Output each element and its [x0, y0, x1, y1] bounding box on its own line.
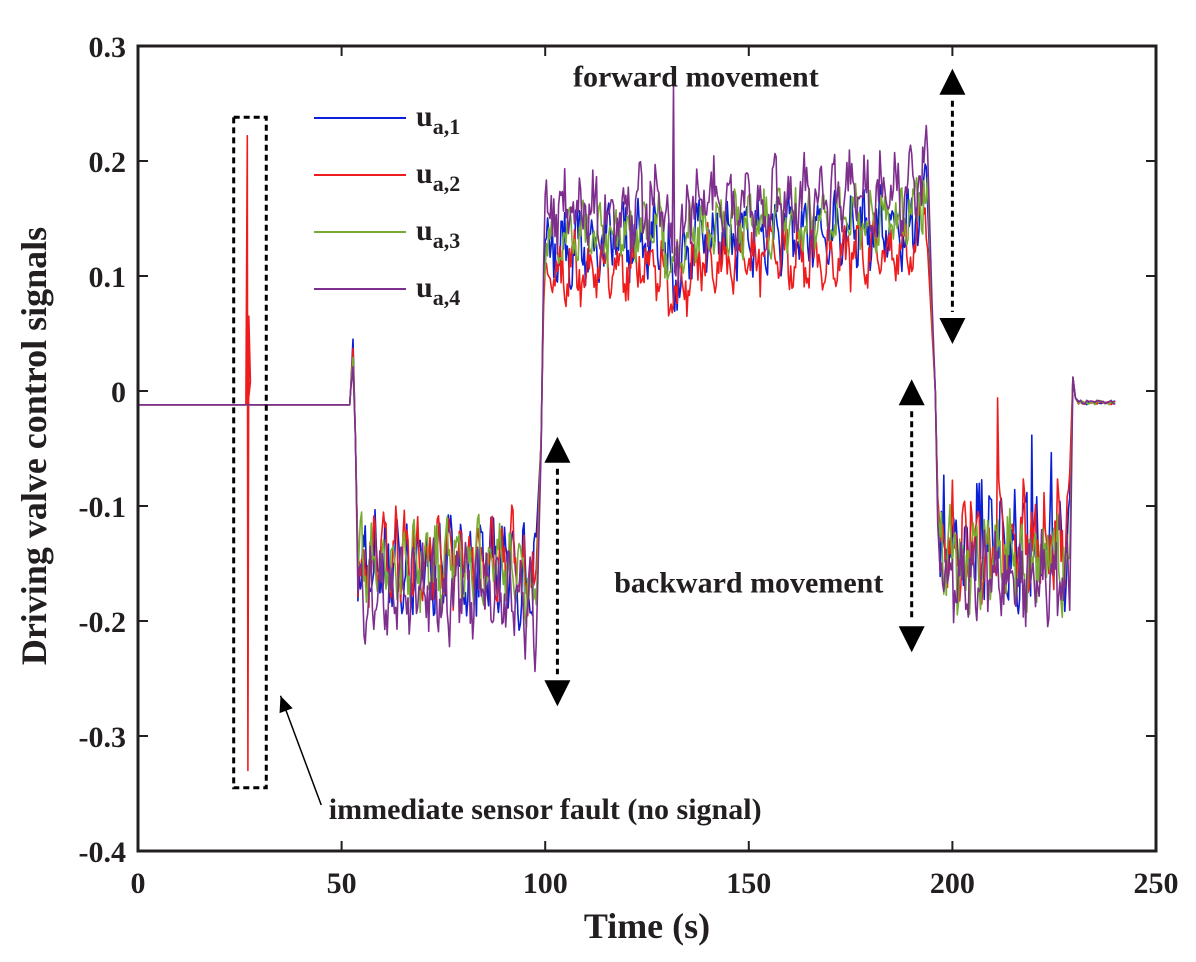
axis-ticks: 0 50 100 150 200 250 0.3 0.2 0.1 0 -0.1 -0.2 -0.3 -0.… [79, 31, 1179, 900]
legend-label-subscript: a,3 [433, 228, 461, 253]
arrowhead-up-icon [544, 436, 571, 463]
pointer-arrowhead-icon [279, 695, 293, 714]
legend: ua,1ua,2ua,3ua,4 [314, 100, 460, 310]
y-tick-label: -0.2 [79, 606, 127, 639]
series-line-a-2 [138, 134, 1116, 772]
series-lines [138, 86, 1116, 772]
arrowhead-down-icon [898, 626, 925, 653]
x-tick-label: 200 [930, 867, 975, 900]
legend-label: ua,3 [416, 214, 460, 253]
x-tick-label: 250 [1134, 867, 1179, 900]
arrowhead-up-icon [939, 68, 966, 95]
legend-label-subscript: a,1 [433, 114, 461, 139]
y-tick-label: -0.3 [79, 721, 127, 754]
plot-area-frame [136, 44, 1158, 853]
legend-label-subscript: a,2 [433, 171, 461, 196]
legend-label-subscript: a,4 [433, 285, 461, 310]
y-tick-label: -0.1 [79, 491, 127, 524]
y-tick-label: 0.1 [89, 261, 127, 294]
legend-label-base: u [416, 157, 433, 190]
pointer-arrow-line [279, 695, 322, 806]
annotation-text: forward movement [573, 60, 819, 93]
legend-label-base: u [416, 271, 433, 304]
legend-label-base: u [416, 214, 433, 247]
annotation-layer: forward movement backward movement immedia… [232, 60, 966, 826]
x-tick-label: 100 [523, 867, 568, 900]
series-line-a-4 [138, 86, 1116, 673]
x-tick-label: 0 [131, 867, 146, 900]
legend-label: ua,4 [416, 271, 460, 310]
annotation-text: immediate sensor fault (no signal) [329, 793, 762, 826]
annotation-text: backward movement [614, 566, 883, 599]
arrowhead-down-icon [544, 680, 571, 707]
legend-label: ua,2 [416, 157, 460, 196]
y-axis-label: Driving valve control signals [14, 227, 54, 665]
y-tick-label: 0 [111, 376, 126, 409]
legend-label: ua,1 [416, 100, 460, 139]
y-tick-label: 0.2 [89, 146, 127, 179]
fault-highlight-box [232, 115, 268, 790]
x-tick-label: 150 [726, 867, 771, 900]
y-tick-label: -0.4 [79, 836, 127, 869]
arrowhead-up-icon [898, 379, 925, 406]
y-tick-label: 0.3 [89, 31, 127, 64]
arrowhead-down-icon [939, 318, 966, 345]
legend-label-base: u [416, 100, 433, 133]
x-tick-label: 50 [327, 867, 357, 900]
x-axis-label: Time (s) [584, 906, 710, 946]
